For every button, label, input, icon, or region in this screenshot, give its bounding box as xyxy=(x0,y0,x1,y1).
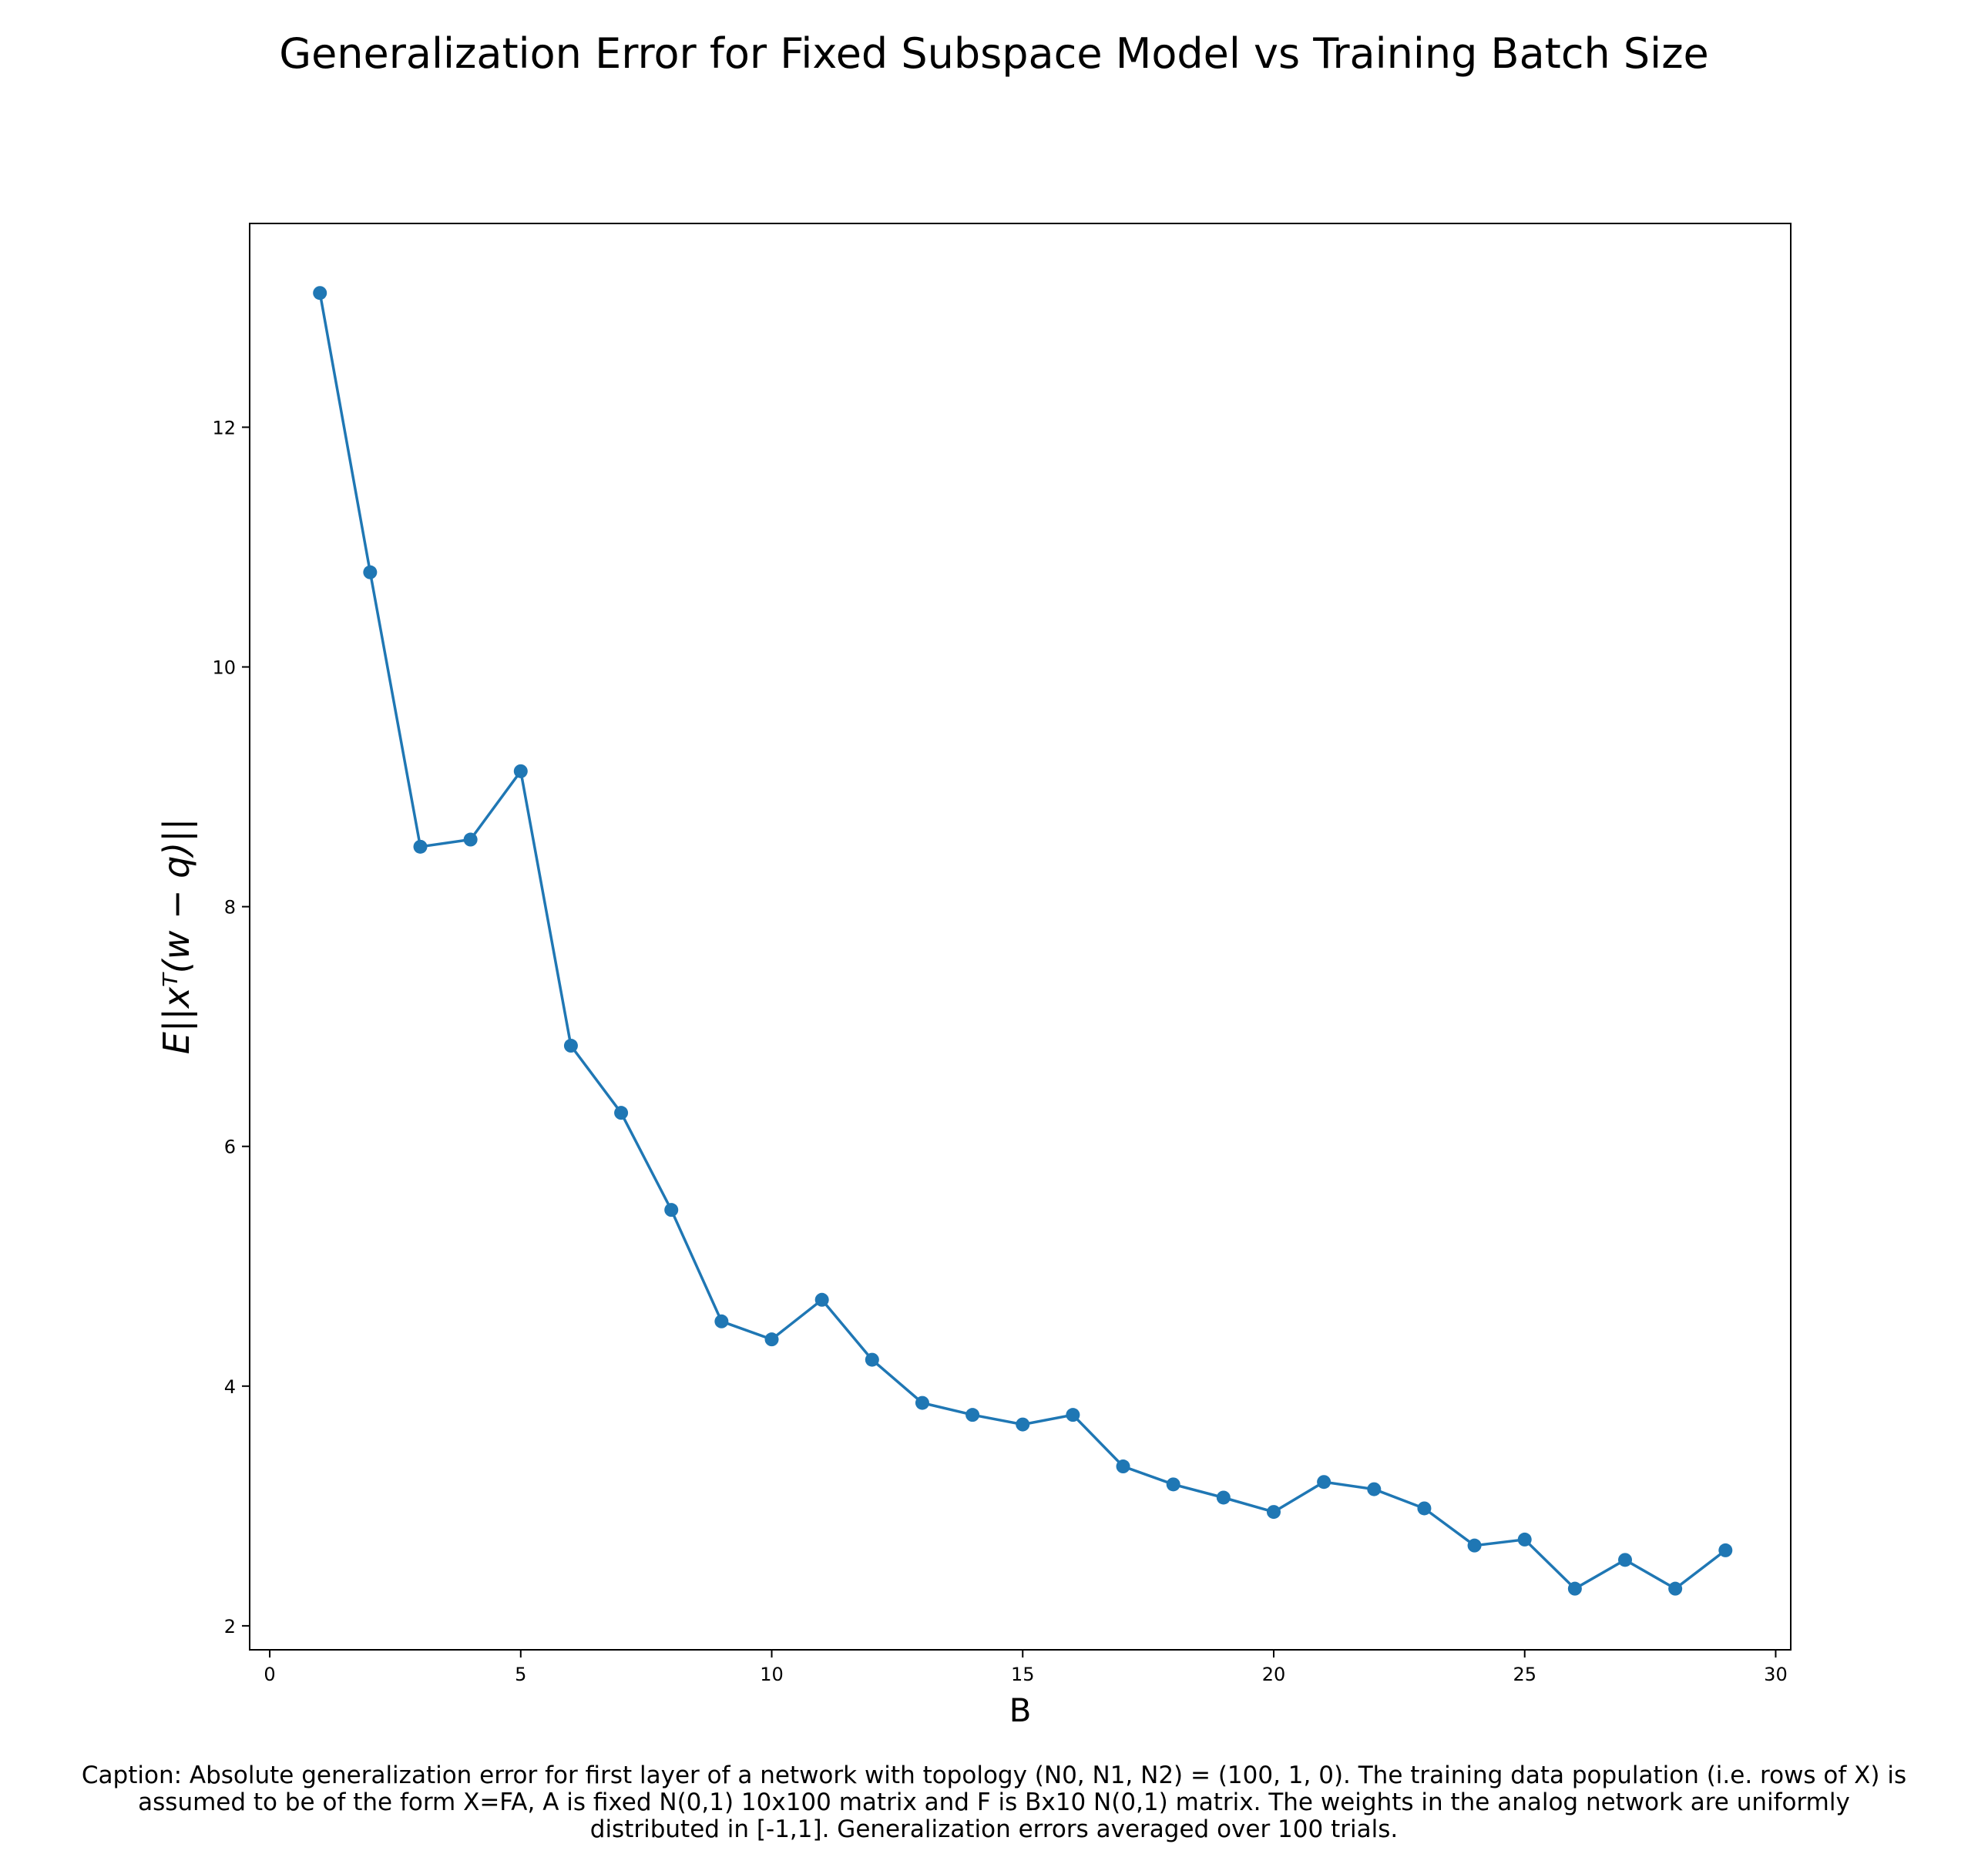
y-tick-label: 2 xyxy=(224,1616,236,1637)
y-tick-label: 10 xyxy=(212,657,236,679)
y-axis-ticks: 2 4 6 8 10 12 xyxy=(212,417,250,1637)
y-tick-label: 4 xyxy=(224,1376,236,1398)
x-tick-label: 10 xyxy=(760,1664,784,1685)
data-point xyxy=(1166,1477,1180,1492)
data-point xyxy=(313,286,327,301)
data-point xyxy=(865,1352,879,1367)
x-tick-label: 20 xyxy=(1262,1664,1286,1685)
data-point xyxy=(1467,1538,1482,1553)
caption-line-3: distributed in [-1,1]. Generalization er… xyxy=(590,1815,1398,1843)
y-tick-label: 8 xyxy=(224,897,236,919)
data-point xyxy=(714,1314,729,1328)
caption: Caption: Absolute generalization error f… xyxy=(82,1762,1906,1843)
series-line xyxy=(318,292,1727,1590)
data-point xyxy=(1417,1501,1432,1516)
data-point xyxy=(463,832,478,847)
x-axis-ticks: 0 5 10 15 20 25 30 xyxy=(264,1650,1788,1685)
y-axis-label: E||xᵀ(w − q)|| xyxy=(156,818,198,1054)
data-point xyxy=(1567,1581,1582,1596)
data-point xyxy=(1718,1543,1733,1557)
data-point xyxy=(664,1203,679,1218)
data-point xyxy=(413,839,428,854)
data-point xyxy=(1517,1532,1532,1547)
y-tick-label: 6 xyxy=(224,1137,236,1158)
data-point xyxy=(1668,1581,1683,1596)
x-tick-label: 25 xyxy=(1513,1664,1536,1685)
data-point xyxy=(563,1039,578,1053)
plot-area xyxy=(249,223,1792,1651)
series-markers xyxy=(313,286,1733,1596)
caption-line-2: assumed to be of the form X=FA, A is fix… xyxy=(138,1789,1850,1816)
data-point xyxy=(1016,1417,1030,1432)
data-point xyxy=(363,565,378,579)
data-point xyxy=(1367,1482,1382,1496)
x-tick-label: 30 xyxy=(1764,1664,1788,1685)
data-point xyxy=(1317,1475,1331,1490)
data-point xyxy=(764,1332,779,1347)
data-point xyxy=(614,1106,629,1120)
caption-line-1: Caption: Absolute generalization error f… xyxy=(82,1762,1906,1789)
data-point xyxy=(1216,1490,1231,1505)
data-point xyxy=(1266,1505,1281,1520)
data-point xyxy=(1618,1553,1633,1567)
x-tick-label: 15 xyxy=(1011,1664,1035,1685)
x-tick-label: 0 xyxy=(264,1664,275,1685)
data-point xyxy=(513,764,528,778)
x-tick-label: 5 xyxy=(515,1664,526,1685)
data-point xyxy=(1116,1459,1130,1474)
x-axis-label: B xyxy=(1009,1691,1032,1729)
chart-title: Generalization Error for Fixed Subspace … xyxy=(279,29,1709,78)
y-tick-label: 12 xyxy=(212,417,236,438)
data-point xyxy=(1066,1408,1080,1422)
data-point xyxy=(965,1408,980,1422)
data-point xyxy=(915,1396,929,1410)
data-point xyxy=(814,1292,829,1307)
